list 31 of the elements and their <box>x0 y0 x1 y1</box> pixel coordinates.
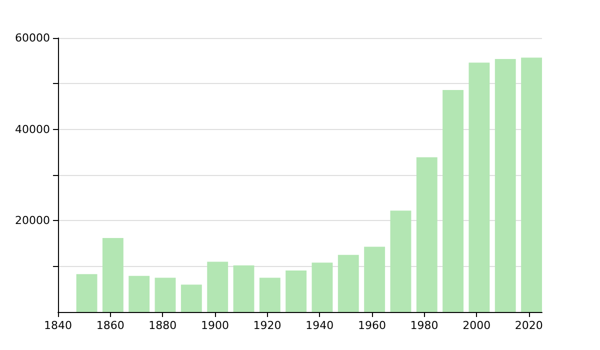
bar <box>442 90 464 312</box>
bar <box>102 238 124 312</box>
bar <box>128 276 150 312</box>
x-tick-label: 1840 <box>44 319 72 332</box>
x-tick-label: 1940 <box>306 319 334 332</box>
bar <box>286 270 307 312</box>
x-tick-label: 1900 <box>200 319 229 332</box>
x-tick-label: 1980 <box>410 319 438 332</box>
bar <box>207 262 228 312</box>
bar <box>180 284 202 312</box>
x-tick-label: 1860 <box>96 319 124 332</box>
x-tick-label: 1960 <box>358 319 386 332</box>
bar <box>259 278 280 312</box>
bar <box>233 265 254 312</box>
x-tick-label: 2020 <box>514 319 543 332</box>
bar <box>494 59 516 312</box>
bar <box>364 246 386 312</box>
bar <box>416 157 438 312</box>
bar <box>521 58 542 312</box>
bar <box>338 254 359 312</box>
y-tick-label: 60000 <box>15 32 50 44</box>
bar <box>76 274 98 312</box>
bar <box>390 210 412 312</box>
y-tick-label: 20000 <box>15 214 50 228</box>
bar <box>468 62 490 312</box>
x-tick-label: 1880 <box>148 319 177 332</box>
x-tick-label: 2000 <box>462 319 491 332</box>
bar <box>312 262 333 312</box>
y-tick-label: 40000 <box>15 122 50 136</box>
x-tick-label: 1920 <box>253 319 282 332</box>
bar <box>154 278 176 312</box>
